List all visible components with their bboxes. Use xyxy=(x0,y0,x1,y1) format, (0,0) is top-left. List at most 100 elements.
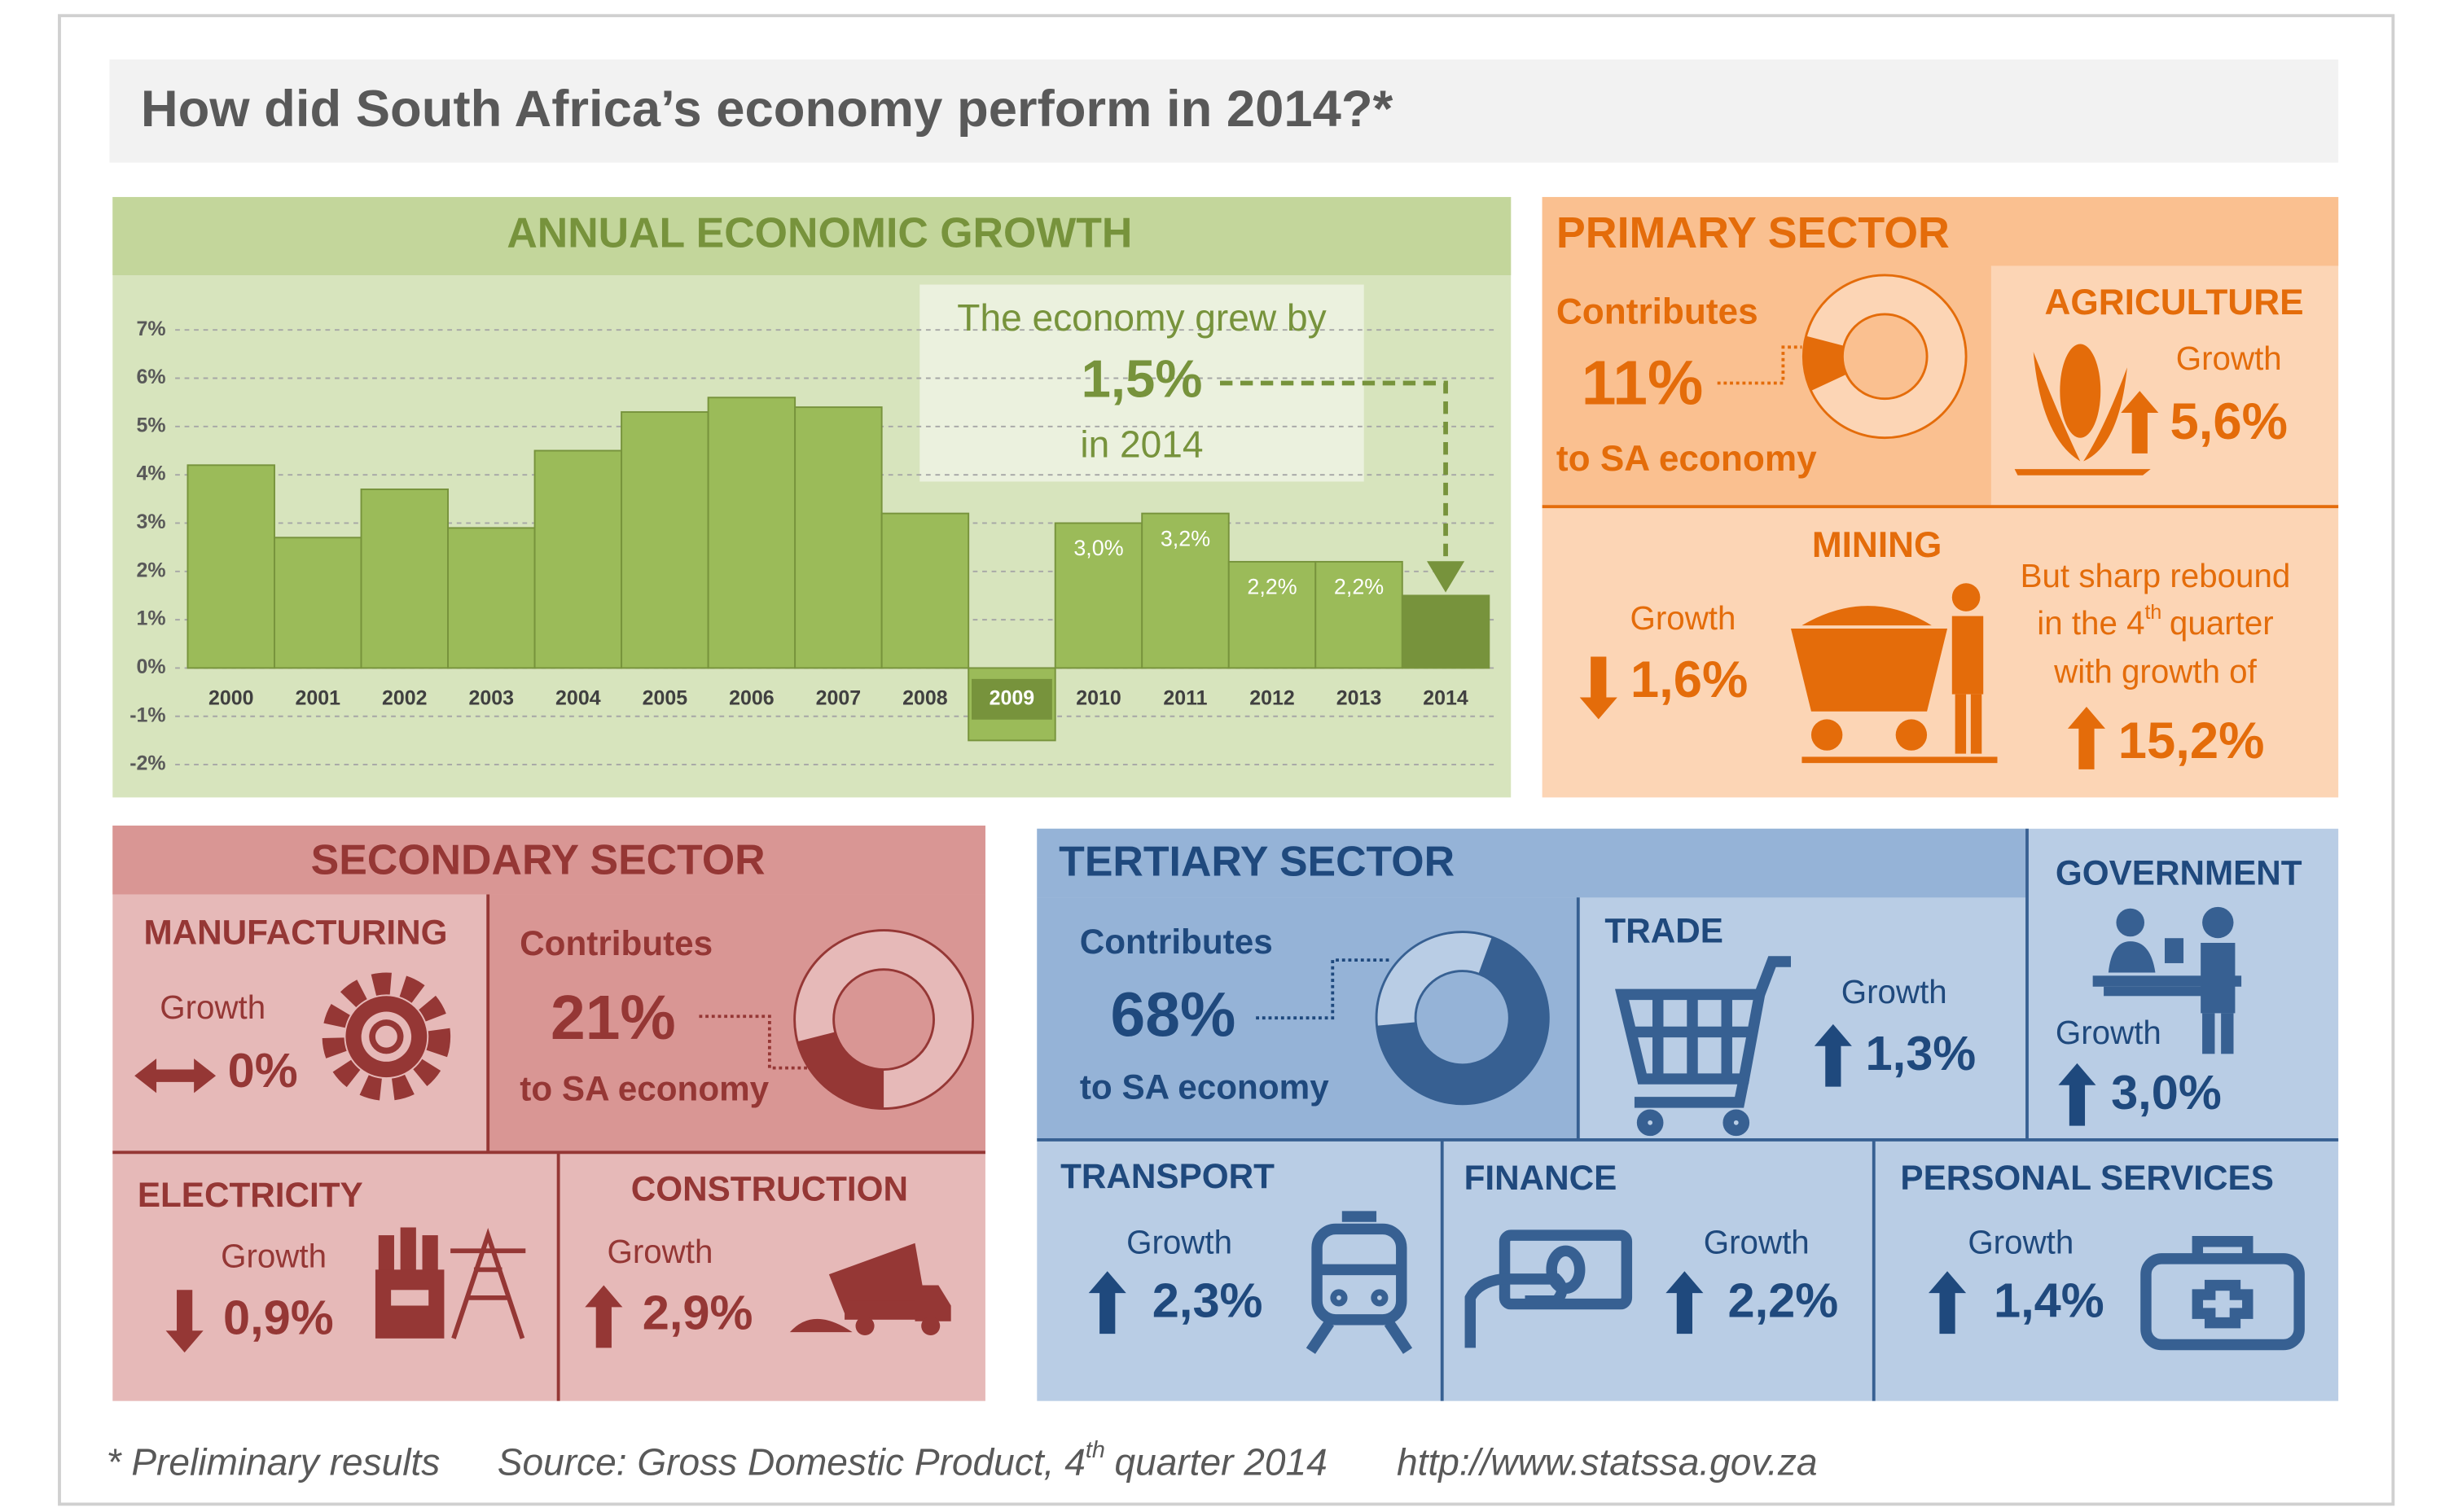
sector-title: GOVERNMENT xyxy=(2056,854,2302,892)
url: http://www.statssa.gov.za xyxy=(1397,1441,1817,1484)
category-highlight xyxy=(972,678,1052,720)
share-label: Contributes xyxy=(1080,923,1273,961)
growth-label: Growth xyxy=(1704,1223,1810,1260)
donut-segment xyxy=(1803,335,1847,392)
share-label: Contributes xyxy=(520,924,713,962)
bar xyxy=(707,397,797,669)
chart-title: ANNUAL ECONOMIC GROWTH xyxy=(507,209,1132,256)
header-bar xyxy=(109,59,2339,163)
growth-value: 1,4% xyxy=(1994,1273,2104,1327)
x-tick-label: 2009 xyxy=(990,686,1035,709)
bar xyxy=(794,406,883,669)
primary-title-bar xyxy=(1542,196,2339,266)
growth-arrow xyxy=(2067,707,2106,769)
sector-title: AGRICULTURE xyxy=(2044,283,2303,322)
growth-arrow xyxy=(1814,1023,1852,1087)
bar xyxy=(187,464,275,669)
x-tick-label: 2006 xyxy=(729,686,775,709)
x-tick-label: 2010 xyxy=(1076,686,1121,709)
annotation: in 2014 xyxy=(1080,423,1203,465)
rebound-text: quarter xyxy=(2170,604,2274,642)
footnote: * Preliminary results xyxy=(107,1441,441,1484)
growth-label: Growth xyxy=(2176,340,2282,377)
y-tick-label: 0% xyxy=(136,655,165,678)
x-tick-label: 2014 xyxy=(1423,686,1468,709)
growth-arrow xyxy=(1088,1271,1126,1335)
kit-icon xyxy=(2140,1236,2305,1351)
mine-cart-icon xyxy=(1790,583,1998,764)
donut-segment xyxy=(1376,936,1549,1104)
cart-icon xyxy=(1615,956,1791,1137)
share-value: 21% xyxy=(551,983,676,1053)
y-tick-label: 1% xyxy=(136,607,165,630)
growth-label: Growth xyxy=(221,1238,327,1275)
superscript: th xyxy=(1086,1437,1105,1463)
growth-value: 1,6% xyxy=(1630,651,1748,708)
sector-title: MANUFACTURING xyxy=(143,914,447,952)
bar xyxy=(880,512,970,669)
dividers xyxy=(112,894,985,1401)
growth-arrow xyxy=(2058,1063,2096,1126)
annotation-arrow xyxy=(1220,380,1448,562)
growth-label: Growth xyxy=(2056,1014,2161,1051)
y-tick-label: 5% xyxy=(136,414,165,436)
y-tick-label: -2% xyxy=(129,752,165,775)
value-label: 2,2% xyxy=(1334,575,1384,599)
value-label: 3,2% xyxy=(1161,526,1210,550)
bar xyxy=(360,488,449,669)
x-tick-label: 2008 xyxy=(902,686,948,709)
x-tick-label: 2005 xyxy=(643,686,688,709)
growth-label: Growth xyxy=(1126,1223,1232,1260)
share-value: 68% xyxy=(1111,980,1236,1050)
source-text: Source: Gross Domestic Product, 4 xyxy=(498,1441,1086,1484)
bar xyxy=(1401,594,1490,669)
source: Source: Gross Domestic Product, 4th quart… xyxy=(498,1437,1328,1484)
section-title: TERTIARY SECTOR xyxy=(1059,838,1455,885)
x-tick-label: 2001 xyxy=(295,686,340,709)
share-value: 11% xyxy=(1582,348,1703,419)
growth-value: 2,2% xyxy=(1728,1273,1839,1327)
x-tick-label: 2000 xyxy=(208,686,254,709)
x-tick-label: 2012 xyxy=(1249,686,1295,709)
section-title: PRIMARY SECTOR xyxy=(1556,208,1950,257)
growth-value: 3,0% xyxy=(2111,1065,2222,1120)
y-tick-label: 7% xyxy=(136,318,165,340)
growth-arrow xyxy=(585,1285,623,1348)
sector-title: FINANCE xyxy=(1464,1159,1617,1197)
growth-value: 5,6% xyxy=(2170,393,2288,450)
x-tick-label: 2004 xyxy=(555,686,601,709)
bar xyxy=(1314,560,1403,669)
rebound-text: in the 4 xyxy=(2037,604,2144,642)
rebound-text: with growth of xyxy=(2053,652,2258,690)
truck-icon xyxy=(789,1242,951,1335)
x-tick-label: 2002 xyxy=(382,686,428,709)
growth-arrow xyxy=(1579,656,1617,720)
bar xyxy=(1227,560,1317,669)
growth-label: Growth xyxy=(160,988,266,1026)
growth-value: 1,3% xyxy=(1866,1026,1977,1080)
dividers xyxy=(1037,828,2339,1401)
value-label: 3,0% xyxy=(1073,536,1123,560)
bar xyxy=(447,527,536,669)
value-label: 2,2% xyxy=(1247,575,1297,599)
bar xyxy=(274,537,362,669)
x-tick-label: 2003 xyxy=(469,686,515,709)
rebound-text: But sharp rebound xyxy=(2021,557,2291,594)
corn-icon xyxy=(2014,344,2151,476)
y-tick-label: 4% xyxy=(136,462,165,485)
growth-value: 2,3% xyxy=(1152,1273,1263,1327)
bar xyxy=(1054,522,1143,669)
growth-label: Growth xyxy=(1968,1223,2074,1260)
y-tick-label: 2% xyxy=(136,559,165,581)
y-tick-label: 6% xyxy=(136,366,165,388)
sector-title: TRADE xyxy=(1604,912,1722,950)
source-text: quarter 2014 xyxy=(1114,1441,1327,1484)
bar xyxy=(621,411,709,669)
government-icon xyxy=(2092,906,2242,1054)
x-tick-label: 2011 xyxy=(1163,686,1207,709)
y-tick-label: 3% xyxy=(136,511,165,533)
annotation: The economy grew by xyxy=(957,296,1326,339)
growth-label: Growth xyxy=(607,1233,713,1270)
growth-label: Growth xyxy=(1841,973,1947,1010)
